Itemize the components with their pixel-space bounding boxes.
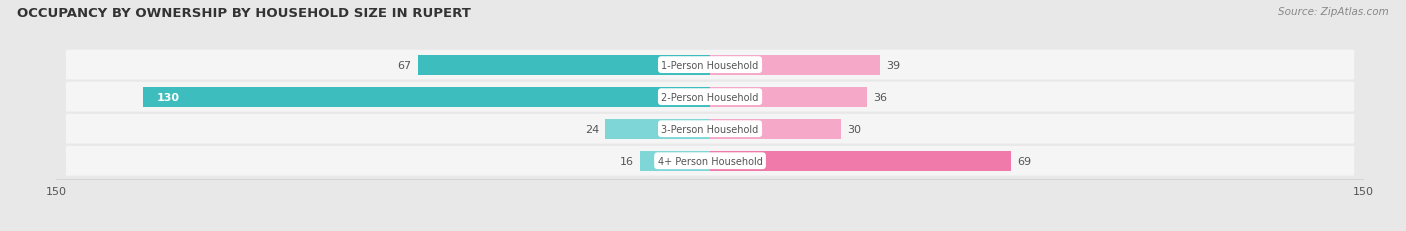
Text: 2-Person Household: 2-Person Household xyxy=(661,92,759,102)
Text: 16: 16 xyxy=(620,156,634,166)
Legend: Owner-occupied, Renter-occupied: Owner-occupied, Renter-occupied xyxy=(593,229,827,231)
FancyBboxPatch shape xyxy=(66,51,1354,80)
Bar xyxy=(710,55,880,75)
Text: 130: 130 xyxy=(156,92,180,102)
Text: Source: ZipAtlas.com: Source: ZipAtlas.com xyxy=(1278,7,1389,17)
Bar xyxy=(710,87,868,107)
Bar xyxy=(143,87,710,107)
Text: 3-Person Household: 3-Person Household xyxy=(661,124,759,134)
Bar xyxy=(640,151,710,171)
Text: 4+ Person Household: 4+ Person Household xyxy=(658,156,762,166)
Text: 1-Person Household: 1-Person Household xyxy=(661,60,759,70)
FancyBboxPatch shape xyxy=(66,82,1354,112)
Bar xyxy=(606,119,710,139)
Text: OCCUPANCY BY OWNERSHIP BY HOUSEHOLD SIZE IN RUPERT: OCCUPANCY BY OWNERSHIP BY HOUSEHOLD SIZE… xyxy=(17,7,471,20)
Bar xyxy=(710,151,1011,171)
FancyBboxPatch shape xyxy=(66,114,1354,144)
Text: 39: 39 xyxy=(887,60,901,70)
Text: 24: 24 xyxy=(585,124,599,134)
Text: 67: 67 xyxy=(398,60,412,70)
Text: 36: 36 xyxy=(873,92,887,102)
Text: 69: 69 xyxy=(1018,156,1032,166)
Bar xyxy=(418,55,710,75)
Text: 30: 30 xyxy=(848,124,862,134)
Bar xyxy=(710,119,841,139)
FancyBboxPatch shape xyxy=(66,146,1354,176)
